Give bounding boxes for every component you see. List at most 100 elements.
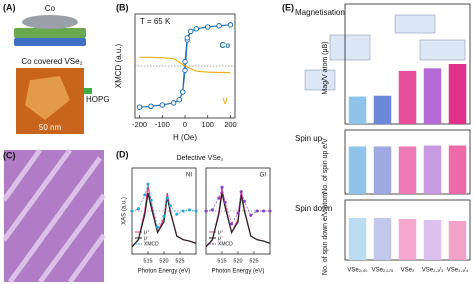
chart-title: Defective VSe₂: [176, 155, 223, 162]
chart-title: Spin down: [295, 204, 332, 213]
bar: [448, 64, 467, 124]
y-axis-label: Mag/V atom (μB): [322, 41, 329, 94]
marker: [227, 22, 234, 28]
marker: [176, 97, 182, 103]
x-tick-label: 100: [201, 120, 214, 129]
marker: [220, 185, 224, 189]
marker: [204, 209, 208, 213]
marker: [130, 209, 134, 213]
panel-a: (A) Co Co covered VSe₂ HOPG 50 nm: [3, 2, 110, 134]
marker: [188, 28, 194, 34]
series-label: Co: [220, 41, 231, 50]
marker: [148, 103, 154, 109]
legend-swatch: [84, 88, 92, 94]
marker: [255, 209, 259, 213]
bar: [423, 145, 442, 194]
bar: [373, 218, 392, 260]
annotation: NI: [186, 173, 192, 179]
bar: [398, 219, 417, 260]
marker: [182, 59, 188, 65]
marker: [262, 209, 266, 213]
marker: [194, 209, 198, 213]
x-tick-label: -200: [132, 120, 147, 129]
marker: [230, 222, 234, 226]
marker: [162, 214, 166, 218]
structures: [304, 14, 466, 91]
marker: [175, 212, 179, 216]
series-line: [205, 192, 271, 248]
marker: [159, 102, 165, 108]
x-tick-label: VSe₂,₁/₄: [447, 268, 469, 274]
substrate: [14, 38, 86, 46]
panel-label: (C): [3, 150, 16, 160]
y-axis-label: No. of spin down e/V atom: [322, 193, 329, 275]
co-cluster: [22, 15, 78, 29]
x-tick-label: VSe₂: [401, 268, 415, 274]
bar: [348, 218, 367, 260]
legend-label: μ⁺: [144, 229, 150, 235]
bar: [398, 70, 417, 124]
marker: [136, 207, 140, 211]
marker: [143, 193, 147, 197]
x-tick-label: 515: [143, 258, 152, 264]
legend-label: μ⁻: [218, 235, 224, 241]
marker: [217, 196, 221, 200]
x-tick-label: VSe₂,₄₀: [347, 268, 368, 274]
marker: [136, 104, 143, 110]
marker: [170, 100, 177, 106]
label: Co covered VSe₂: [21, 57, 82, 66]
marker: [165, 196, 169, 200]
x-axis-label: Photon Energy (eV): [212, 269, 265, 275]
x-tick-label: VSe₂,₁₇₅: [372, 268, 394, 274]
chart-title: Spin up: [295, 134, 323, 143]
marker: [168, 204, 172, 208]
label: Co: [45, 4, 56, 13]
marker: [205, 24, 211, 30]
bar: [348, 96, 367, 124]
bar: [398, 146, 417, 194]
series-line: [131, 192, 197, 248]
panel-label: (E): [282, 2, 294, 12]
chart-title: T = 65 K: [140, 17, 171, 26]
x-tick-label: 520: [233, 258, 242, 264]
scale-bar: 50 nm: [39, 123, 62, 132]
x-tick-label: 515: [217, 258, 226, 264]
x-tick-label: 525: [175, 258, 184, 264]
legend-label: μ⁺: [218, 229, 224, 235]
annotation: GI: [260, 173, 267, 179]
chart-title: Magnetisation: [295, 8, 345, 17]
panel-label: (B): [116, 2, 129, 12]
marker: [149, 198, 153, 202]
marker: [188, 208, 192, 212]
bar: [373, 95, 392, 124]
y-axis-label: XAS (a.u.): [122, 197, 128, 225]
y-axis-label: XMCD (a.u.): [114, 43, 123, 88]
x-tick-label: -100: [155, 120, 170, 129]
x-axis-label: H (Oe): [173, 133, 197, 142]
panel-c: (C): [1, 148, 107, 284]
marker: [242, 199, 246, 203]
marker: [184, 35, 190, 41]
marker: [180, 89, 186, 95]
x-tick-label: 525: [249, 258, 258, 264]
label: HOPG: [86, 95, 110, 104]
marker: [181, 209, 185, 213]
panel-label: (D): [116, 149, 129, 159]
x-tick-label: 520: [159, 258, 168, 264]
marker: [239, 190, 243, 194]
bar: [423, 220, 442, 260]
x-tick-label: 0: [183, 120, 187, 129]
bar: [448, 221, 467, 260]
x-tick-label: VSe₂,₁/₃: [422, 268, 444, 274]
marker: [193, 26, 200, 32]
marker: [236, 211, 240, 215]
y-axis-label: No. of spin up e/V: [322, 138, 329, 194]
legend-label: μ⁻: [144, 235, 150, 241]
marker: [249, 213, 253, 217]
island: [25, 76, 70, 120]
x-axis-label: Photon Energy (eV): [138, 269, 191, 275]
marker: [223, 200, 227, 204]
x-tick-label: 200: [224, 120, 237, 129]
series-label: V: [222, 97, 228, 106]
